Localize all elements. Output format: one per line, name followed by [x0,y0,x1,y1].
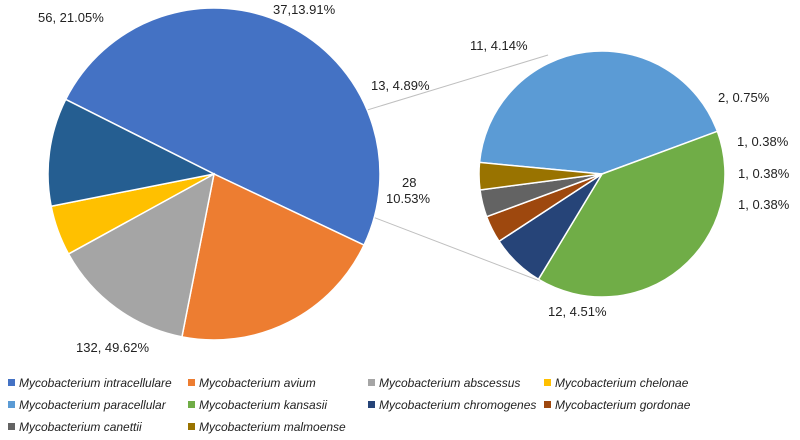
legend-label: Mycobacterium chelonae [555,376,689,390]
data-label-avium: 56, 21.05% [38,10,104,25]
data-label-intracellulare: 132, 49.62% [76,340,149,355]
main-slice-mycobacterium-intracellulare [64,7,381,247]
legend-label: Mycobacterium chromogenes [379,398,536,412]
main-pie [47,7,381,341]
legend-entry-mycobacterium-chromogenes: Mycobacterium chromogenes [368,398,536,412]
legend-swatch [544,401,551,408]
legend-entry-mycobacterium-chelonae: Mycobacterium chelonae [544,376,689,390]
data-label-kansasii: 11, 4.14% [470,38,528,53]
legend-label: Mycobacterium intracellulare [19,376,172,390]
legend-swatch [368,379,375,386]
data-label-chromogenes: 2, 0.75% [718,90,770,105]
legend-entry-mycobacterium-abscessus: Mycobacterium abscessus [368,376,520,390]
legend-swatch [188,401,195,408]
secondary-pie [478,50,726,298]
legend-label: Mycobacterium paracellular [19,398,167,412]
legend: Mycobacterium intracellulare Mycobacteriu… [8,376,691,434]
legend-swatch [188,379,195,386]
secondary-slice-mycobacterium-malmoense [478,161,603,191]
data-label-chelonae: 13, 4.89% [371,78,430,93]
secondary-slice-mycobacterium-paracellular [478,50,719,175]
main-slice-mycobacterium-avium [181,172,366,341]
legend-swatch [8,423,15,430]
legend-label: Mycobacterium malmoense [199,420,346,434]
legend-label: Mycobacterium avium [199,376,316,390]
legend-label: Mycobacterium gordonae [555,398,691,412]
data-label-canettii: 1, 0.38% [738,166,790,181]
legend-entry-mycobacterium-gordonae: Mycobacterium gordonae [544,398,691,412]
data-label-gordonae: 1, 0.38% [737,134,789,149]
data-label-malmoense: 1, 0.38% [738,197,790,212]
legend-entry-mycobacterium-kansasii: Mycobacterium kansasii [188,398,327,412]
legend-label: Mycobacterium canettii [19,420,142,434]
legend-entry-mycobacterium-canettii: Mycobacterium canettii [8,420,142,434]
legend-entry-mycobacterium-intracellulare: Mycobacterium intracellulare [8,376,172,390]
data-label-abscessus: 37,13.91% [273,2,336,17]
data-label-other-count: 28 [402,175,416,190]
main-slice-mycobacterium-abscessus [67,172,216,338]
legend-swatch [8,401,15,408]
data-label-paracellular: 12, 4.51% [548,304,607,319]
legend-entry-mycobacterium-avium: Mycobacterium avium [188,376,316,390]
secondary-slice-mycobacterium-kansasii [537,130,726,298]
data-labels: 132, 49.62% 56, 21.05% 37,13.91% 13, 4.89% 2… [38,2,790,355]
main-slice-other [47,98,217,208]
legend-swatch [544,379,551,386]
legend-swatch [368,401,375,408]
data-label-other-percent: 10.53% [386,191,431,206]
legend-swatch [188,423,195,430]
legend-entry-mycobacterium-malmoense: Mycobacterium malmoense [188,420,346,434]
legend-entry-mycobacterium-paracellular: Mycobacterium paracellular [8,398,167,412]
legend-label: Mycobacterium abscessus [379,376,520,390]
legend-swatch [8,379,15,386]
legend-label: Mycobacterium kansasii [199,398,327,412]
